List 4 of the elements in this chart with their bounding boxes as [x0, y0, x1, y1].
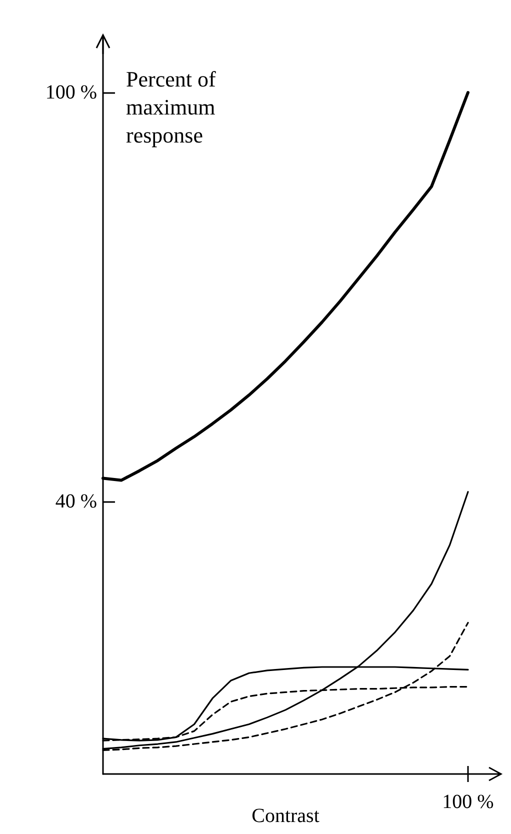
- y-axis-title: Percent of maximum response: [126, 66, 222, 148]
- y-tick-label: 40 %: [55, 490, 97, 512]
- text: 100 %: [442, 791, 494, 813]
- x-axis-title: Contrast: [252, 805, 320, 827]
